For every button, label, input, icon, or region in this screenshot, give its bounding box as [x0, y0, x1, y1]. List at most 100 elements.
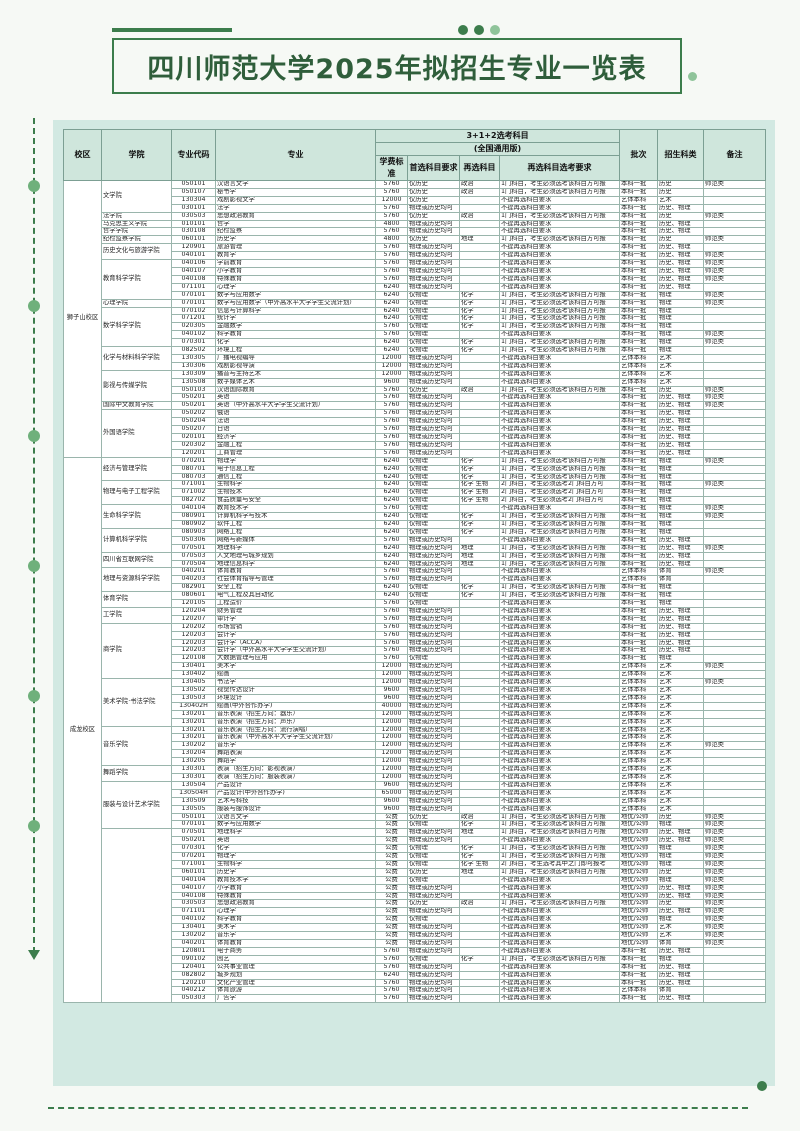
cell-batch: 本科一批 — [619, 314, 659, 324]
cell-category: 历史、物理 — [657, 559, 705, 569]
cell-second — [459, 393, 500, 403]
cell-second — [459, 891, 500, 901]
cell-second-req: 1门科目，考生必须选考该科目方可报 — [498, 899, 621, 909]
cell-category: 体育 — [657, 986, 705, 996]
cell-major: 法学 — [215, 203, 376, 213]
header-fee: 学费标准 — [375, 155, 408, 181]
cell-first-req: 仅物理 — [407, 472, 460, 482]
title-decor-dot — [688, 72, 697, 81]
cell-category: 物理 — [657, 591, 705, 601]
cell-first-req: 物理或历史均可 — [407, 409, 460, 419]
table-row: 020305 金融数学 5760 仅物理 化学 1门科目，考生必须选考该科目方可报 本科一批… — [64, 322, 767, 332]
cell-first-req: 物理或历史均可 — [407, 282, 460, 292]
cell-remark: 师范类 — [703, 678, 767, 687]
cell-first-req: 物理或历史均可 — [407, 638, 460, 648]
table-row: 历史文化与旅游学院 120901 旅游管理 5760 物理或历史均可 不提再选科目要求 本科… — [64, 243, 767, 261]
page-title: 四川师范大学2025年拟招生专业一览表 — [114, 40, 680, 92]
cell-fee: 公费 — [375, 883, 408, 893]
cell-major: 地理科学 — [215, 543, 376, 553]
cell-fee: 5760 — [375, 266, 408, 276]
cell-first-req: 物理或历史均可 — [407, 448, 460, 458]
cell-code: 071001 — [171, 480, 216, 490]
cell-second-req: 不提再选科目要求 — [498, 377, 621, 387]
cell-major: 小学教育 — [215, 883, 376, 893]
table-row: 090102 园艺 5760 仅物理 化学 1门科目，考生必须选考该科目方可报 本科一批 物理 — [64, 954, 767, 964]
header-college: 学院 — [101, 129, 172, 181]
cell-second-req: 1门科目，考生必须选考该科目方可报 — [498, 338, 621, 348]
cell-first-req: 物理或历史均可 — [407, 970, 460, 980]
cell-batch: 本科一批 — [619, 282, 659, 292]
cell-remark — [703, 757, 767, 767]
header-second-req: 再选科目选考要求 — [498, 155, 621, 181]
table-row: 计算机科学学院 080903 网络工程 6240 仅物理 化学 1门科目，考生必须选考该科目… — [64, 527, 767, 553]
cell-first-req: 仅物理 — [407, 591, 460, 601]
cell-second — [459, 282, 500, 292]
header-remark: 备注 — [703, 129, 767, 181]
cell-batch: 本科一批 — [619, 290, 659, 300]
college-cell: 外国语学院 — [101, 409, 172, 458]
cell-code: 070101 — [171, 820, 216, 830]
cell-code: 130305 — [171, 353, 216, 363]
cell-second-req: 不提再选科目要求 — [498, 701, 621, 711]
side-dot — [28, 690, 40, 702]
cell-fee: 12000 — [375, 772, 408, 782]
cell-batch: 艺体本科 — [619, 377, 659, 387]
cell-category: 艺术 — [657, 369, 705, 379]
cell-batch: 本科一批 — [619, 535, 659, 545]
cell-category: 艺术 — [657, 725, 705, 735]
cell-remark — [703, 472, 767, 482]
cell-category: 历史、物理 — [657, 962, 705, 972]
cell-second-req: 1门科目，考生必须选考该科目方可报 — [498, 527, 621, 537]
cell-second-req: 不提再选科目要求 — [498, 931, 621, 940]
cell-code: 010101 — [171, 219, 216, 229]
cell-fee: 公费 — [375, 899, 408, 909]
college-cell: 体育学院 — [101, 591, 172, 608]
cell-major: 表演（招生方向：影视表演） — [215, 765, 376, 774]
cell-category: 历史 — [657, 211, 705, 221]
cell-remark — [703, 765, 767, 774]
cell-category: 历史、物理 — [657, 219, 705, 229]
cell-category: 历史、物理 — [657, 646, 705, 656]
cell-first-req: 物理或历史均可 — [407, 725, 460, 735]
cell-fee: 6240 — [375, 519, 408, 529]
cell-major: 信息与计算科学 — [215, 306, 376, 316]
cell-second — [459, 709, 500, 719]
cell-category: 体育 — [657, 939, 705, 948]
cell-remark: 师范类 — [703, 266, 767, 276]
table-row: 商学院 120202 市场营销 5760 物理或历史均可 不提再选科目要求 本科一批 历史、物… — [64, 622, 767, 680]
cell-category: 物理 — [657, 504, 705, 514]
cell-second-req: 1门科目，考生必须选考该科目方可报 — [498, 298, 621, 308]
cell-batch: 艺体本科 — [619, 670, 659, 680]
table-row: 外国语学院 050202 俄语 5760 物理或历史均可 不提再选科目要求 本科一批 历史、物… — [64, 409, 767, 458]
cell-code: 130405 — [171, 678, 216, 687]
cell-first-req: 物理或历史均可 — [407, 678, 460, 687]
cell-second-req: 不提再选科目要求 — [498, 417, 621, 427]
cell-code: 040107 — [171, 266, 216, 276]
cell-major: 英语（中外高水平大学学生交流计划） — [215, 401, 376, 411]
cell-first-req: 物理或历史均可 — [407, 693, 460, 703]
cell-fee: 6240 — [375, 290, 408, 300]
cell-second: 化学 — [459, 290, 500, 300]
college-cell: 地理与资源科学学院 — [101, 567, 172, 593]
cell-remark — [703, 772, 767, 782]
cell-code: 120401 — [171, 962, 216, 972]
cell-batch: 地优/公师 — [619, 923, 659, 933]
cell-batch: 本科一批 — [619, 259, 659, 268]
cell-batch: 本科一批 — [619, 488, 659, 498]
table-row: 130201 音乐表演（中外高水平大学学生交流计划） 12000 物理或历史均可 不提再… — [64, 733, 767, 743]
cell-category: 艺术 — [657, 693, 705, 703]
cell-major: 网络工程 — [215, 527, 376, 537]
cell-batch: 本科一批 — [619, 266, 659, 276]
cell-fee: 公费 — [375, 931, 408, 940]
cell-remark: 师范类 — [703, 480, 767, 490]
cell-code: 082502 — [171, 346, 216, 355]
cell-first-req: 物理或历史均可 — [407, 567, 460, 577]
table-row: 成龙校区 经济与管理学院 070201 物理学 6240 仅物理 化学 1门科目，考生必须选考… — [63, 456, 767, 1004]
cell-code: 050101 — [171, 180, 216, 189]
cell-second — [459, 733, 500, 743]
cell-second-req: 不提再选科目要求 — [498, 883, 621, 893]
cell-remark — [703, 488, 767, 498]
cell-major: 物理学 — [215, 456, 376, 466]
cell-fee: 6240 — [375, 496, 408, 506]
cell-second-req: 不提再选科目要求 — [498, 433, 621, 442]
